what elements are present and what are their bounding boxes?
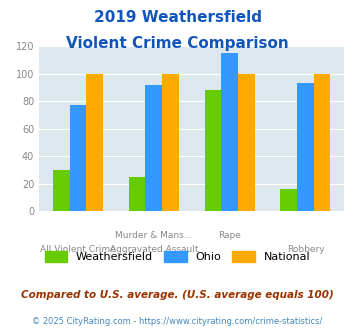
Text: Compared to U.S. average. (U.S. average equals 100): Compared to U.S. average. (U.S. average … xyxy=(21,290,334,300)
Bar xyxy=(204,90,221,211)
Text: 2019 Weathersfield: 2019 Weathersfield xyxy=(93,10,262,25)
Bar xyxy=(146,85,162,211)
Legend: Weathersfield, Ohio, National: Weathersfield, Ohio, National xyxy=(40,247,315,267)
Text: Murder & Mans...: Murder & Mans... xyxy=(115,231,192,240)
Bar xyxy=(280,189,297,211)
Bar xyxy=(53,170,70,211)
Text: All Violent Crime: All Violent Crime xyxy=(40,245,116,253)
Bar xyxy=(238,74,255,211)
Bar xyxy=(70,105,86,211)
Text: Aggravated Assault: Aggravated Assault xyxy=(110,245,198,253)
Bar xyxy=(221,53,238,211)
Bar xyxy=(297,83,314,211)
Bar xyxy=(162,74,179,211)
Bar xyxy=(314,74,331,211)
Text: Rape: Rape xyxy=(218,231,241,240)
Text: © 2025 CityRating.com - https://www.cityrating.com/crime-statistics/: © 2025 CityRating.com - https://www.city… xyxy=(32,317,323,326)
Text: Robbery: Robbery xyxy=(286,245,324,253)
Bar xyxy=(129,177,146,211)
Bar xyxy=(86,74,103,211)
Text: Violent Crime Comparison: Violent Crime Comparison xyxy=(66,36,289,51)
